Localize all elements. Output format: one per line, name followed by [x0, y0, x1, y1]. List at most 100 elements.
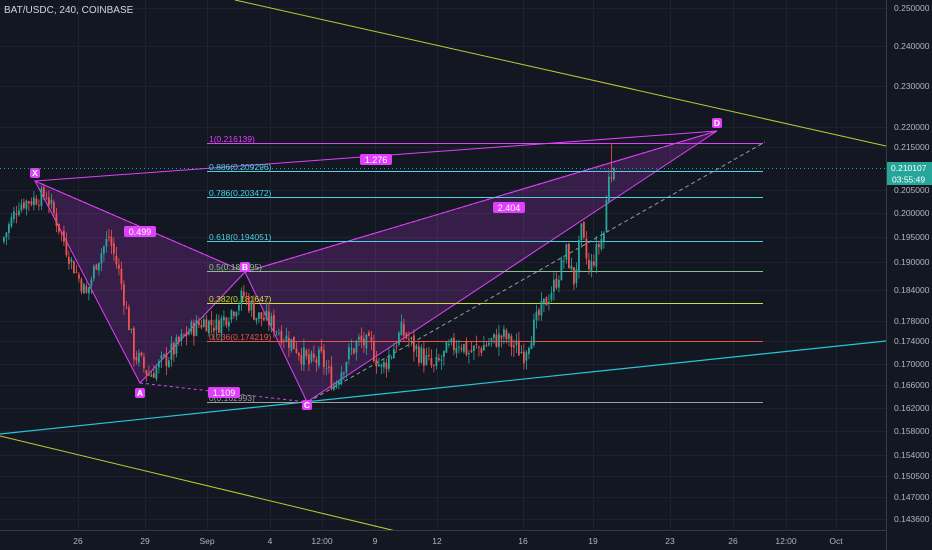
point-b-label: B [242, 262, 248, 272]
candle-body [130, 328, 133, 330]
candle-body [48, 197, 50, 206]
candle-body [45, 197, 48, 199]
candle-body [480, 348, 483, 353]
time-tick-label: 19 [588, 536, 598, 546]
price-tick-label: 0.190000 [894, 257, 930, 267]
grid-lines [0, 0, 886, 530]
price-tick-label: 0.240000 [894, 41, 930, 51]
time-tick-label: 26 [728, 536, 738, 546]
candle-body [580, 223, 583, 241]
point-b-marker [240, 262, 250, 272]
candle-body [98, 262, 100, 271]
candle-body [318, 349, 320, 366]
candle-body [208, 320, 210, 334]
candle-body [175, 337, 178, 354]
candle-body [563, 261, 565, 263]
candle-body [58, 223, 60, 232]
harmonic-pattern-labels: X A B C D 0.499 1.109 1.276 2.404 [30, 118, 722, 410]
candle-body [333, 385, 335, 390]
candle-body [90, 279, 93, 286]
candle-body [448, 343, 450, 345]
candle-body [93, 266, 95, 279]
point-a-label: A [137, 388, 143, 398]
candle-body [25, 200, 28, 209]
candle-body [388, 355, 390, 369]
candle-body [398, 333, 400, 345]
candle-body [495, 334, 498, 347]
candle-body [60, 231, 63, 233]
candle-body [73, 261, 75, 274]
candle-body [415, 345, 418, 350]
candle-body [365, 334, 368, 349]
price-tick-label: 0.158000 [894, 426, 930, 436]
candle-body [275, 331, 278, 333]
candle-body [328, 366, 330, 368]
candle-body [205, 319, 208, 332]
upper-trendline[interactable] [234, 0, 887, 147]
fib-level-label: 0.886(0.209296) [209, 162, 272, 172]
candle-body [408, 338, 410, 340]
candle-body [193, 322, 195, 337]
price-tick-label: 0.143600 [894, 514, 930, 524]
candle-body [108, 236, 110, 238]
ratio-label: 0.499 [129, 227, 152, 237]
price-tick-label: 0.147000 [894, 492, 930, 502]
candle-body [55, 213, 58, 226]
candle-body [478, 346, 480, 348]
candle-body [20, 204, 23, 211]
price-tick-label: 0.154000 [894, 450, 930, 460]
support-trendline[interactable] [0, 340, 887, 435]
candle-body [533, 319, 535, 346]
candle-body [170, 343, 173, 360]
candle-body [260, 312, 263, 320]
candle-body [140, 352, 143, 356]
candle-body [40, 188, 43, 207]
candle-body [203, 319, 205, 327]
candle-body [553, 279, 555, 292]
candle-body [375, 359, 378, 367]
lower-trendline[interactable] [0, 435, 401, 533]
candle-body [470, 350, 473, 352]
candle-body [50, 200, 53, 204]
candle-body [395, 346, 398, 348]
candle-body [190, 321, 193, 333]
candle-body [105, 238, 108, 247]
candle-body [95, 264, 98, 270]
candle-body [83, 284, 85, 294]
candle-body [565, 244, 568, 260]
candle-body [150, 374, 153, 377]
candle-body [300, 355, 303, 364]
candle-body [413, 335, 415, 352]
candle-body [445, 342, 448, 353]
candle-body [88, 286, 90, 294]
candle-body [515, 340, 518, 345]
candle-body [133, 328, 135, 360]
candle-body [173, 342, 175, 355]
candle-body [273, 314, 275, 333]
candle-body [588, 259, 590, 270]
candle-body [610, 177, 613, 179]
candle-body [433, 365, 435, 366]
candle-body [8, 224, 10, 233]
price-axis[interactable]: 0.250000 0.240000 0.230000 0.220000 0.215000… [886, 0, 932, 550]
candle-body [255, 317, 258, 321]
time-axis[interactable]: 26 29 Sep 4 12:00 9 12 16 19 23 26 12:00 Oct [0, 530, 886, 550]
candle-body [278, 333, 280, 335]
candle-body [163, 354, 165, 357]
candle-body [485, 344, 488, 346]
candle-body [233, 311, 235, 316]
candle-body [430, 358, 433, 366]
candle-body [493, 333, 495, 338]
fib-level-label: 0.5(0.187395) [209, 262, 262, 272]
candle-body [63, 230, 65, 242]
countdown-label: 03:55:49 [892, 175, 925, 185]
candle-body [168, 360, 170, 367]
fib-level-label: 0.236(0.174219) [209, 332, 272, 342]
candle-body [113, 243, 115, 254]
candle-body [270, 316, 273, 326]
candle-body [3, 237, 5, 242]
candle-body [158, 361, 160, 368]
candle-body [103, 246, 105, 254]
candle-body [155, 367, 158, 379]
